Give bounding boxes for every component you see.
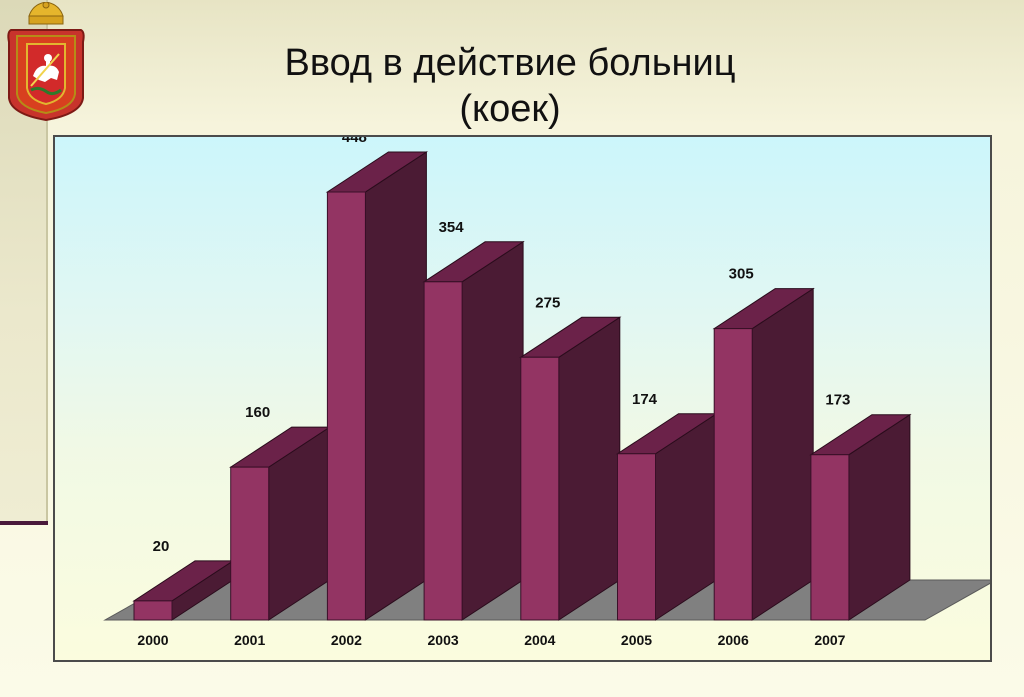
coat-of-arms-icon — [7, 2, 85, 122]
bar-2000 — [133, 600, 173, 621]
bar-side-2006 — [751, 287, 814, 621]
bar-2007 — [810, 454, 850, 621]
data-label-2005: 174 — [632, 391, 658, 408]
bar-side-2003 — [461, 240, 524, 621]
title-line-1: Ввод в действие больниц — [284, 42, 736, 84]
side-accent-line — [0, 521, 48, 525]
data-label-2003: 354 — [439, 219, 465, 236]
page-title: Ввод в действие больниц (коек) — [230, 40, 790, 132]
rider-icon — [30, 53, 62, 96]
bar-2001 — [230, 466, 270, 621]
x-tick-label-2005: 2005 — [621, 632, 652, 648]
bar-2003 — [423, 281, 463, 621]
bar-2004 — [520, 356, 560, 621]
x-tick-label-2002: 2002 — [331, 632, 362, 648]
data-label-2006: 305 — [729, 266, 754, 283]
title-line-2: (коек) — [459, 88, 561, 130]
data-label-2001: 160 — [245, 404, 270, 421]
chart-area: 20 2000 160 2001 448 2002 354 2003 275 2004 174 200… — [53, 135, 992, 662]
data-label-2007: 173 — [825, 392, 850, 409]
bar-side-2002 — [364, 151, 427, 621]
x-tick-label-2003: 2003 — [428, 632, 459, 648]
crown-icon — [28, 2, 64, 25]
bar-2005 — [617, 453, 656, 621]
bar-2002 — [326, 191, 366, 621]
bar-side-2004 — [558, 316, 621, 621]
bar-2006 — [713, 328, 753, 621]
x-tick-label-2001: 2001 — [234, 632, 265, 648]
data-label-2002: 448 — [342, 137, 367, 146]
data-label-2000: 20 — [153, 538, 170, 555]
bar-chart: 20 2000 160 2001 448 2002 354 2003 275 2004 174 200… — [103, 137, 990, 648]
x-tick-label-2000: 2000 — [137, 632, 168, 648]
data-label-2004: 275 — [535, 294, 560, 311]
x-tick-label-2004: 2004 — [524, 632, 555, 648]
x-tick-label-2007: 2007 — [814, 632, 845, 648]
x-tick-label-2006: 2006 — [718, 632, 749, 648]
